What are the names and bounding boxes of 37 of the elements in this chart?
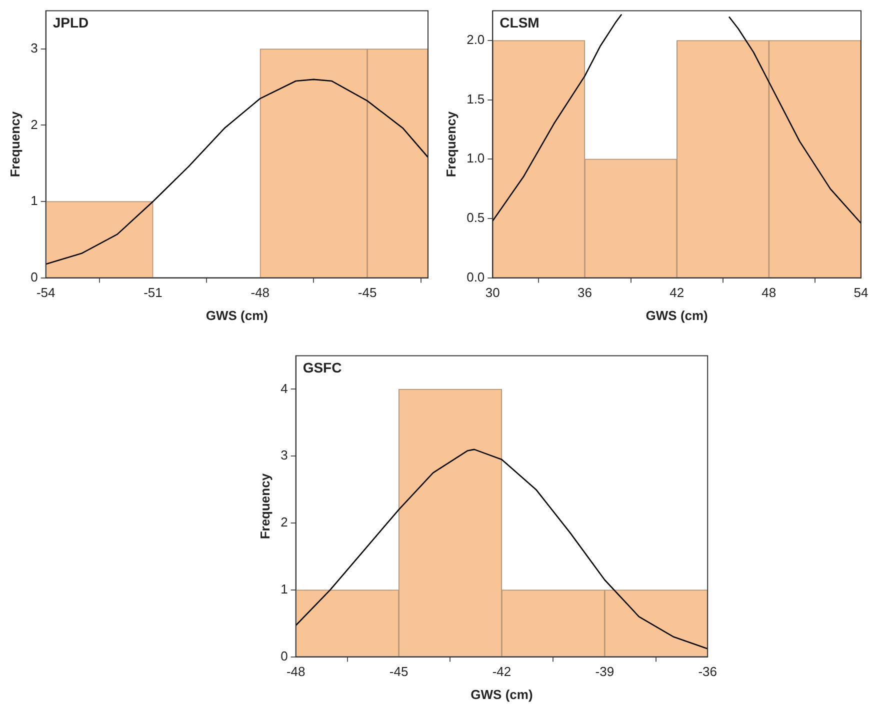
- x-tick-label: -48: [250, 285, 270, 300]
- y-tick-label: 3: [280, 448, 288, 463]
- y-tick-label: 1.5: [466, 91, 485, 106]
- chart-title: JPLD: [52, 14, 89, 31]
- x-tick-label: 54: [854, 285, 868, 300]
- y-tick-label: 2.0: [466, 32, 485, 48]
- x-tick-label: -36: [698, 664, 718, 680]
- chart-title: GSFC: [302, 360, 342, 376]
- y-axis-title: Frequency: [257, 472, 272, 540]
- x-tick-label: -39: [595, 664, 614, 680]
- y-tick-label: 0: [30, 269, 38, 284]
- x-tick-label: 42: [670, 285, 684, 300]
- x-tick-label: 30: [485, 285, 500, 300]
- x-axis-title: GWS (cm): [646, 308, 708, 323]
- y-tick-label: 2: [280, 514, 288, 530]
- x-tick-label: 36: [578, 285, 592, 300]
- y-tick-label: 0: [280, 648, 288, 664]
- y-tick-label: 0.0: [466, 269, 485, 284]
- x-tick-label: -48: [286, 664, 306, 680]
- y-tick-label: 1.0: [466, 150, 485, 166]
- y-tick-label: 1: [280, 581, 288, 596]
- x-tick-label: 48: [762, 285, 776, 300]
- y-tick-label: 3: [30, 40, 38, 56]
- y-tick-label: 0.5: [466, 210, 485, 226]
- x-tick-label: -45: [389, 664, 408, 680]
- x-axis-title: GWS (cm): [206, 308, 268, 323]
- x-tick-label: -45: [358, 285, 377, 300]
- y-axis-title: Frequency: [443, 110, 458, 178]
- x-axis-title: GWS (cm): [470, 686, 533, 702]
- x-tick-label: -42: [492, 664, 512, 680]
- y-tick-label: 1: [30, 193, 38, 208]
- x-tick-label: -54: [36, 285, 56, 300]
- y-tick-label: 4: [280, 380, 288, 396]
- y-tick-label: 2: [30, 116, 38, 132]
- chart-title: CLSM: [500, 14, 540, 31]
- x-tick-label: -51: [144, 285, 162, 300]
- y-axis-title: Frequency: [7, 110, 22, 178]
